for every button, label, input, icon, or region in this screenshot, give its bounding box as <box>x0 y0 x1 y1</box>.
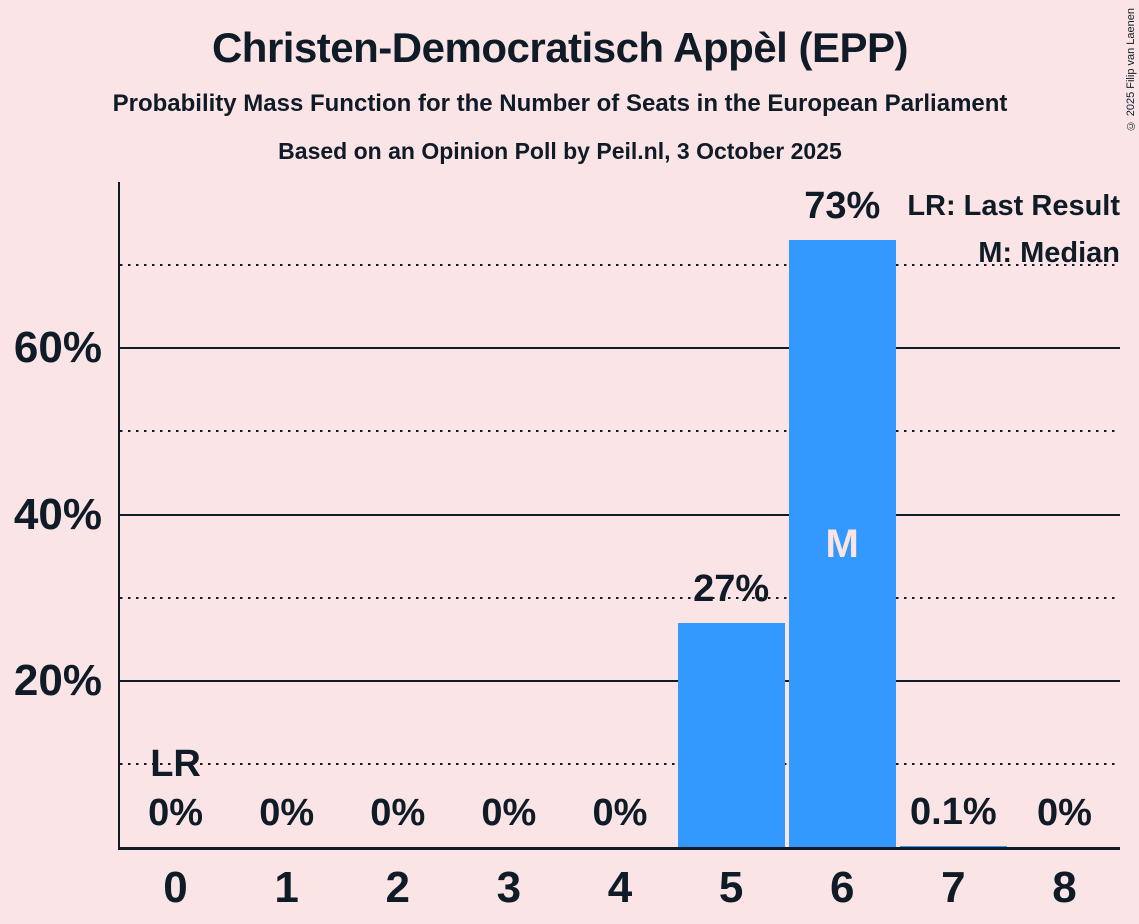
bar-value-label-1: 0% <box>259 792 315 834</box>
x-tick-label-0: 0 <box>163 863 188 912</box>
gridline-dotted-10pct <box>120 762 1120 765</box>
bar-value-label-8: 0% <box>1036 792 1092 834</box>
x-tick-label-4: 4 <box>607 863 633 912</box>
x-tick-label-2: 2 <box>385 863 411 912</box>
gridline-solid-60pct <box>120 347 1120 350</box>
bar-value-label-2: 0% <box>370 792 426 834</box>
chart-legend: LR: Last Result M: Median <box>907 183 1120 277</box>
median-label: M <box>825 521 859 566</box>
x-tick-label-8: 8 <box>1052 863 1077 912</box>
legend-median: M: Median <box>978 237 1120 269</box>
x-tick-label-6: 6 <box>829 863 855 912</box>
chart-title: Christen-Democratisch Appèl (EPP) <box>211 24 909 71</box>
bar-seats-7 <box>899 846 1007 847</box>
bar-value-label-5: 27% <box>693 567 770 610</box>
bar-value-label-0: 0% <box>148 792 204 834</box>
x-tick-label-7: 7 <box>941 863 966 912</box>
y-tick-label-40pct: 40% <box>13 489 102 539</box>
bar-value-label-7: 0.1% <box>910 791 997 834</box>
bar-value-label-3: 0% <box>481 792 537 834</box>
y-tick-label-60pct: 60% <box>13 323 102 373</box>
legend-last-result: LR: Last Result <box>907 190 1120 222</box>
bar-value-label-4: 0% <box>592 792 648 834</box>
gridline-solid-20pct <box>120 679 1120 682</box>
x-tick-label-1: 1 <box>274 863 299 912</box>
x-tick-label-3: 3 <box>496 863 522 912</box>
copyright-notice: © 2025 Filip van Laenen <box>1125 8 1137 132</box>
gridline-dotted-30pct <box>120 596 1120 599</box>
y-tick-label-20pct: 20% <box>13 655 102 705</box>
x-tick-label-5: 5 <box>718 863 744 912</box>
bar-seats-6 <box>788 240 896 847</box>
gridline-dotted-50pct <box>120 430 1120 433</box>
plot-area: 0% LR 0% 0% 0% 0% 27% 73% M 0.1% 0% <box>118 182 1120 850</box>
gridline-dotted-70pct <box>120 264 1120 267</box>
gridline-solid-40pct <box>120 513 1120 516</box>
chart-subtitle: Probability Mass Function for the Number… <box>112 90 1008 117</box>
bar-seats-5 <box>677 622 785 847</box>
last-result-label: LR <box>150 743 201 785</box>
chart-source-line: Based on an Opinion Poll by Peil.nl, 3 O… <box>278 138 842 164</box>
bar-value-label-6: 73% <box>804 185 881 228</box>
